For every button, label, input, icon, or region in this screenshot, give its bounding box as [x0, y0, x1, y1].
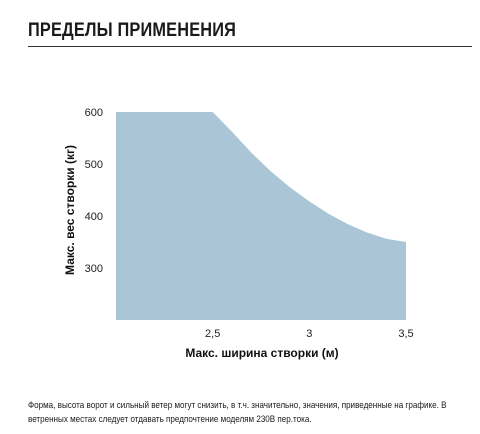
footnote-caption: Форма, высота ворот и сильный ветер могу… [28, 400, 447, 425]
y-tick-label: 300 [85, 263, 103, 275]
weight-limit-area [116, 112, 406, 320]
x-tick-label: 2,5 [205, 328, 220, 340]
x-tick-label: 3 [306, 328, 312, 340]
heading-rule [28, 46, 472, 47]
y-tick-label: 400 [85, 211, 103, 223]
y-axis-label: Макс. вес створки (кг) [63, 145, 77, 275]
y-tick-label: 600 [85, 107, 103, 119]
x-tick-label: 3,5 [398, 328, 413, 340]
y-tick-label: 500 [85, 159, 103, 171]
x-axis-label: Макс. ширина створки (м) [185, 346, 338, 360]
page-heading: ПРЕДЕЛЫ ПРИМЕНЕНИЯ [28, 20, 237, 41]
